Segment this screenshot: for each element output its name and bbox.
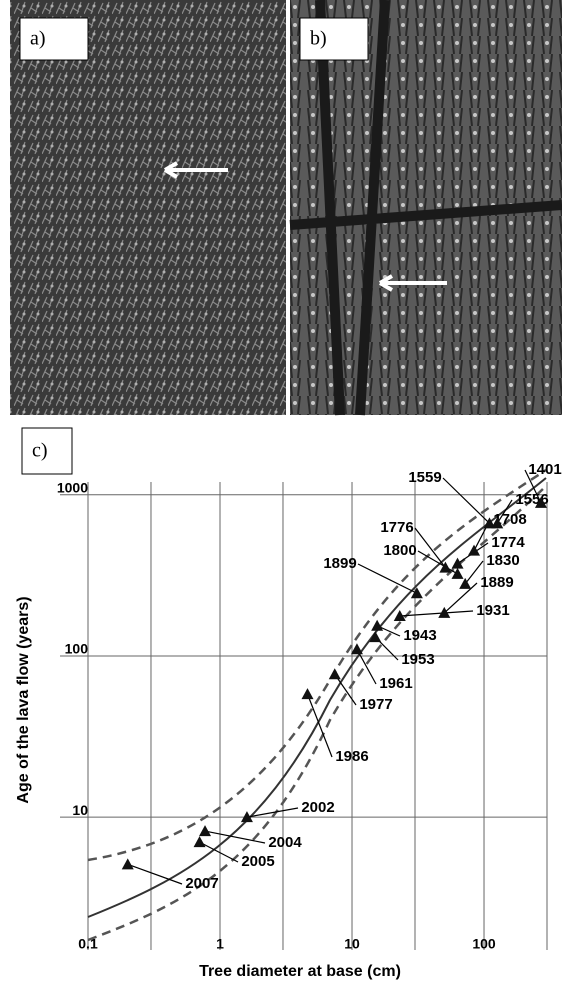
leader-line [415, 528, 445, 568]
point-label: 1977 [359, 696, 392, 713]
data-point [329, 668, 341, 679]
panel-label: a) [30, 28, 46, 50]
panel-label: c) [32, 440, 48, 462]
point-label: 1776 [380, 519, 413, 536]
data-point [199, 825, 211, 836]
point-label: 1986 [335, 748, 368, 765]
leader-line [128, 864, 182, 884]
x-tick-label: 100 [472, 936, 496, 952]
point-label: 1830 [486, 552, 519, 569]
leader-line [357, 649, 376, 684]
y-tick-label: 100 [65, 641, 89, 657]
y-axis-title: Age of the lava flow (years) [15, 596, 32, 803]
data-point [301, 688, 313, 699]
figure: a) b) c) 0.1110100101001000 Tree diamete… [0, 0, 562, 985]
leader-line [358, 564, 417, 593]
point-label: 1559 [408, 469, 441, 486]
point-label: 1943 [403, 627, 436, 644]
data-point [194, 836, 206, 847]
y-tick-label: 1000 [57, 479, 88, 495]
point-label: 2002 [301, 799, 334, 816]
photo-a [10, 0, 286, 415]
point-label: 1401 [528, 461, 561, 478]
x-axis-title: Tree diameter at base (cm) [199, 963, 401, 980]
point-label: 1774 [491, 534, 525, 551]
x-tick-label: 10 [344, 936, 360, 952]
x-tick-label: 1 [216, 936, 224, 952]
point-label: 2005 [241, 853, 274, 870]
data-point [122, 858, 134, 869]
leader-line [443, 478, 489, 523]
y-tick-label: 10 [72, 802, 88, 818]
data-point [351, 643, 363, 654]
point-label: 1889 [480, 574, 513, 591]
point-label: 2004 [268, 834, 302, 851]
point-label: 1953 [401, 651, 434, 668]
point-label: 2007 [185, 875, 218, 892]
point-label: 1899 [323, 555, 356, 572]
point-label: 1800 [383, 542, 416, 559]
panel-label: b) [310, 28, 327, 50]
data-point [459, 578, 471, 589]
point-label: 1961 [379, 675, 412, 692]
point-label: 1931 [476, 602, 509, 619]
